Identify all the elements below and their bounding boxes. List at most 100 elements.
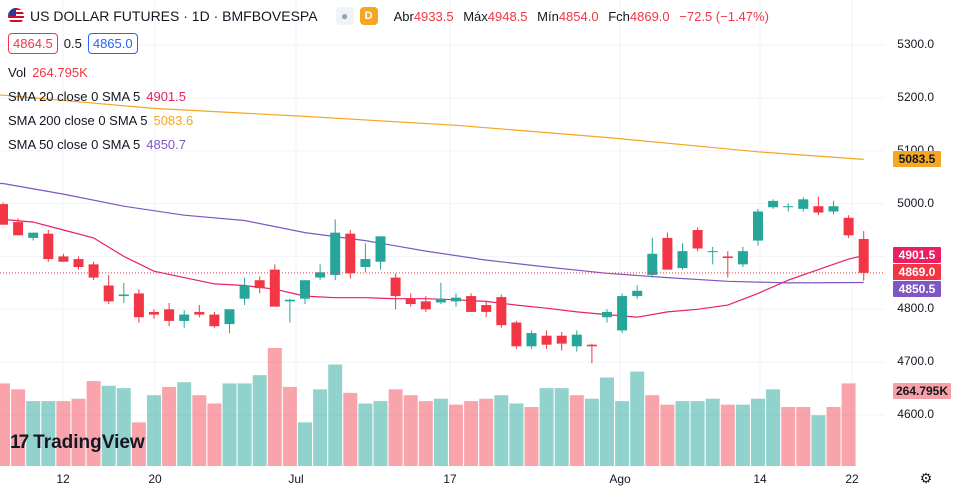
- ohlc-readout: Abr4933.5 Máx4948.5 Mín4854.0 Fch4869.0 …: [394, 9, 775, 24]
- candle-body: [451, 297, 461, 302]
- price-axis-label: 4600.0: [897, 407, 934, 421]
- volume-bar: [796, 407, 811, 466]
- volume-bar: [690, 401, 705, 466]
- candle-body: [118, 294, 129, 297]
- price-axis-label: 5300.0: [897, 37, 934, 51]
- candle-body: [843, 217, 854, 236]
- open-value: 4933.5: [413, 8, 454, 24]
- candle-body: [224, 309, 235, 325]
- volume-bar: [766, 389, 781, 466]
- sma20-legend[interactable]: SMA 20 close 0 SMA 5 4901.5: [8, 89, 186, 104]
- volume-bar: [298, 422, 312, 466]
- volume-bar: [403, 395, 418, 466]
- candle-body: [647, 253, 658, 275]
- candle-body: [602, 311, 612, 318]
- volume-bar: [116, 388, 131, 466]
- candle-body: [677, 251, 688, 269]
- tradingview-logo-icon: 17: [10, 432, 29, 453]
- candle-body: [798, 199, 809, 209]
- volume-price-tag: 264.795K: [893, 383, 951, 399]
- moving-averages: [0, 94, 864, 318]
- time-axis-label: Jul: [288, 472, 304, 486]
- volume-bar: [147, 395, 161, 466]
- candle-body: [737, 251, 748, 265]
- candle-body: [103, 285, 114, 302]
- volume-bar: [328, 364, 343, 466]
- spread-value: 0.5: [63, 36, 82, 51]
- volume-bar: [252, 375, 267, 466]
- volume-bar: [494, 395, 509, 466]
- volume-bar: [539, 388, 554, 466]
- time-axis-label: 12: [56, 472, 70, 486]
- candle-body: [179, 314, 190, 321]
- candle-body: [617, 296, 628, 331]
- settings-gear-icon[interactable]: ⚙: [919, 469, 933, 486]
- volume-bar: [56, 401, 71, 466]
- tradingview-logo[interactable]: 17 TradingView: [10, 432, 145, 454]
- candle-body: [73, 259, 84, 267]
- sma50-legend[interactable]: SMA 50 close 0 SMA 5 4850.7: [8, 137, 186, 152]
- volume-bar: [418, 401, 433, 466]
- volume-bar: [524, 407, 539, 466]
- sma50-value: 4850.7: [146, 137, 186, 152]
- low-label: Mín: [537, 8, 559, 24]
- candle-body: [133, 293, 144, 318]
- volume-bar: [781, 407, 796, 466]
- volume-bar: [811, 415, 826, 466]
- candle-body: [209, 314, 220, 327]
- sma50-label: SMA 50 close 0 SMA 5: [8, 137, 141, 152]
- candle-body: [164, 309, 175, 321]
- volume-bar: [584, 398, 599, 466]
- sma20-line: [0, 218, 864, 318]
- symbol-title[interactable]: US DOLLAR FUTURES · 1D · BMFBOVESPA: [30, 8, 318, 24]
- delayed-badge[interactable]: D: [359, 7, 378, 25]
- price-axis-label: 4800.0: [897, 301, 934, 316]
- time-axis-label: 17: [443, 472, 457, 486]
- volume-bar: [660, 404, 675, 466]
- candle-body: [722, 256, 733, 259]
- sma200-line: [0, 94, 864, 160]
- sma200-legend[interactable]: SMA 200 close 0 SMA 5 5083.6: [8, 113, 193, 128]
- volume-bar: [373, 401, 388, 466]
- volume-bar: [600, 377, 614, 466]
- volume-bar: [86, 381, 101, 466]
- candle-body: [753, 211, 763, 241]
- candle-body: [556, 335, 567, 344]
- volume-bar: [237, 383, 252, 466]
- status-dot-icon[interactable]: ●: [335, 7, 354, 25]
- candle-body: [194, 311, 205, 315]
- volume-label: Vol: [8, 65, 27, 80]
- volume-bar: [192, 395, 207, 466]
- volume-bar: [705, 398, 720, 466]
- candle-body: [541, 335, 552, 345]
- grid-lines: [0, 0, 885, 466]
- volume-bar: [26, 401, 41, 466]
- low-value: 4854.0: [558, 8, 599, 24]
- candle-body: [420, 301, 431, 310]
- high-value: 4948.5: [487, 8, 528, 24]
- buy-button[interactable]: 4865.0: [87, 33, 138, 54]
- volume-bar: [675, 401, 690, 466]
- volume-bar: [41, 401, 56, 466]
- sell-button[interactable]: 4864.5: [8, 33, 58, 54]
- candle-body: [330, 232, 341, 275]
- candle-body: [13, 222, 24, 236]
- candle-body: [28, 232, 39, 238]
- candle-body: [300, 280, 310, 299]
- candle-body: [254, 280, 265, 289]
- close-label: Fch: [608, 8, 630, 24]
- candle-body: [0, 204, 8, 225]
- time-axis-label: Ago: [609, 472, 631, 486]
- trade-panel: 4864.5 0.5 4865.0: [8, 33, 138, 54]
- sma20-label: SMA 20 close 0 SMA 5: [8, 89, 141, 104]
- volume-legend[interactable]: Vol 264.795K: [8, 65, 88, 80]
- candle-body: [662, 237, 673, 270]
- us-flag-icon: [8, 8, 24, 24]
- volume-bar: [569, 395, 584, 466]
- open-label: Abr: [393, 8, 414, 24]
- volume-bar: [433, 398, 448, 466]
- time-axis-label: 20: [148, 472, 162, 486]
- sma200-value: 5083.6: [153, 113, 194, 128]
- volume-bar: [735, 404, 750, 466]
